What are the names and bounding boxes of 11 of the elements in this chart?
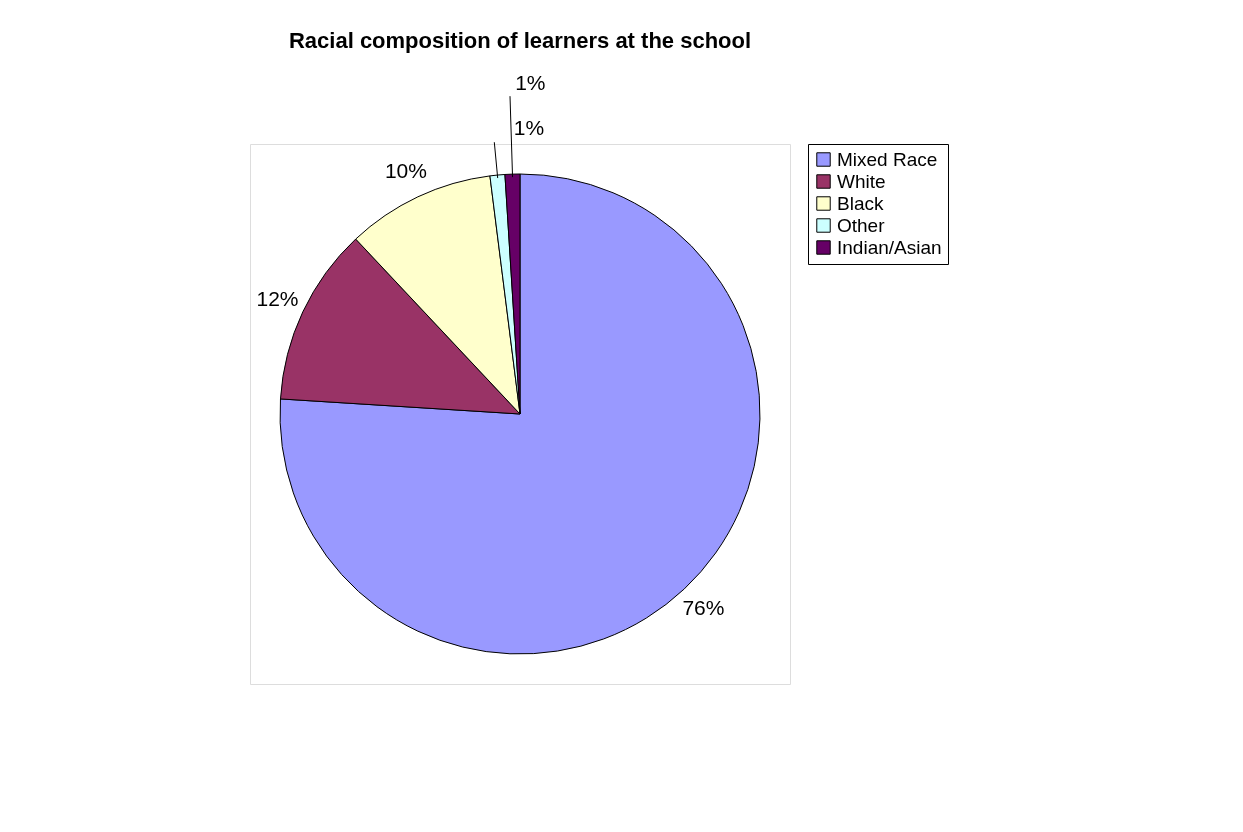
data-label: 1%	[515, 71, 546, 95]
data-label: 10%	[384, 158, 427, 182]
legend-label: White	[837, 170, 886, 192]
legend-label: Black	[837, 192, 884, 214]
legend-label: Indian/Asian	[837, 236, 942, 258]
data-label: 1%	[513, 116, 545, 140]
data-label: 76%	[682, 596, 725, 620]
chart-title: Racial composition of learners at the school	[288, 28, 752, 54]
legend-label: Other	[837, 214, 886, 236]
data-label: 12%	[256, 286, 299, 310]
legend-label: Mixed Race	[837, 148, 938, 170]
